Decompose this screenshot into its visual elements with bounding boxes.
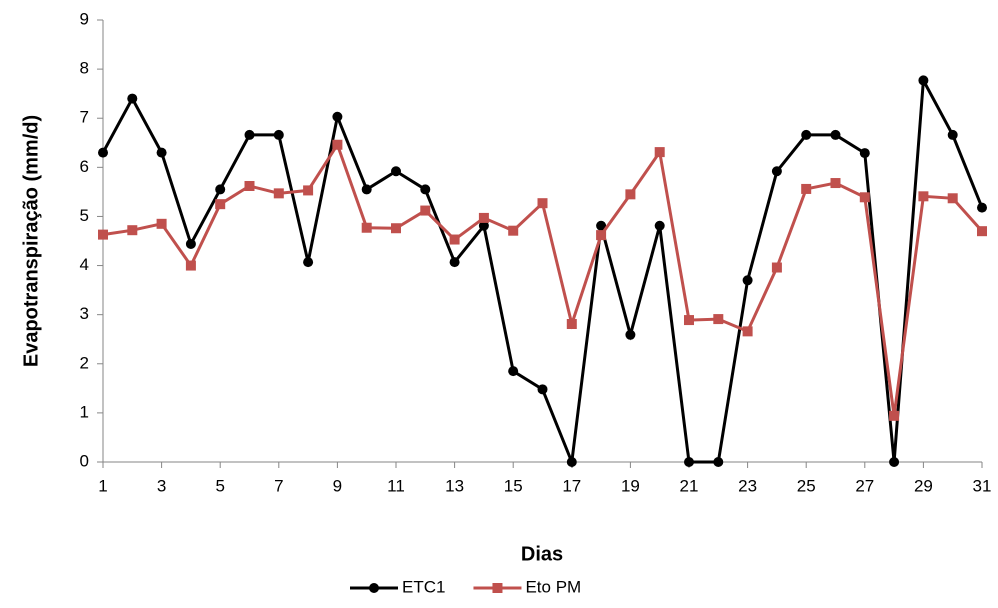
- marker: [303, 257, 314, 268]
- marker: [537, 384, 548, 395]
- legend-label: ETC1: [402, 577, 445, 596]
- legend-label: Eto PM: [525, 577, 581, 596]
- marker: [859, 192, 870, 203]
- marker: [98, 147, 108, 158]
- marker: [478, 212, 489, 223]
- series-line: [101, 75, 984, 468]
- marker: [478, 220, 489, 231]
- x-tick-label: 27: [855, 476, 874, 495]
- marker: [977, 202, 987, 213]
- marker: [449, 234, 460, 245]
- marker: [947, 193, 958, 204]
- marker: [303, 185, 314, 196]
- y-tick-label: 5: [80, 206, 89, 225]
- marker: [830, 129, 841, 140]
- y-tick-label: 2: [80, 353, 89, 372]
- x-tick-label: 15: [504, 476, 523, 495]
- marker: [127, 225, 138, 236]
- y-tick-label: 8: [80, 59, 89, 78]
- marker: [801, 183, 812, 194]
- x-tick-label: 13: [445, 476, 464, 495]
- marker: [947, 129, 958, 140]
- legend-marker: [369, 583, 379, 593]
- marker: [742, 326, 753, 337]
- marker: [420, 184, 431, 195]
- marker: [215, 184, 226, 195]
- y-axis-label: Evapotranspiração (mm/d): [20, 115, 42, 367]
- marker: [625, 189, 636, 200]
- y-tick-label: 3: [80, 304, 89, 323]
- marker: [713, 457, 724, 467]
- marker: [654, 147, 665, 158]
- marker: [98, 229, 108, 240]
- marker: [361, 184, 372, 195]
- y-tick-label: 0: [80, 451, 89, 470]
- marker: [566, 457, 577, 467]
- marker: [918, 75, 929, 86]
- x-tick-label: 17: [562, 476, 581, 495]
- series-line: [102, 141, 984, 417]
- y-tick-label: 7: [80, 108, 89, 127]
- marker: [215, 199, 226, 210]
- marker: [596, 220, 607, 231]
- marker: [273, 188, 284, 199]
- marker: [889, 410, 900, 421]
- marker: [156, 218, 167, 229]
- y-tick-label: 4: [80, 255, 89, 274]
- x-tick-label: 25: [797, 476, 816, 495]
- x-tick-label: 19: [621, 476, 640, 495]
- marker: [684, 457, 694, 467]
- marker: [771, 262, 782, 273]
- y-tick-label: 9: [80, 9, 89, 28]
- marker: [566, 318, 577, 329]
- marker: [977, 226, 987, 237]
- marker: [332, 139, 343, 150]
- marker: [391, 166, 401, 177]
- x-tick-label: 5: [215, 476, 224, 495]
- marker: [830, 178, 841, 189]
- marker: [244, 180, 255, 191]
- marker: [742, 275, 753, 286]
- marker: [332, 111, 343, 122]
- x-tick-label: 29: [914, 476, 933, 495]
- marker: [185, 238, 196, 249]
- x-tick-label: 9: [333, 476, 342, 495]
- marker: [801, 129, 812, 140]
- x-tick-label: 23: [738, 476, 757, 495]
- marker: [156, 147, 167, 158]
- legend-marker: [492, 583, 503, 593]
- marker: [771, 166, 782, 177]
- marker: [273, 129, 284, 140]
- x-axis-label: Dias: [521, 543, 563, 565]
- marker: [127, 93, 138, 104]
- marker: [361, 222, 372, 233]
- marker: [449, 257, 460, 268]
- marker: [185, 260, 196, 271]
- marker: [537, 198, 548, 209]
- y-tick-label: 6: [80, 157, 89, 176]
- x-tick-label: 21: [680, 476, 699, 495]
- x-tick-label: 1: [98, 476, 107, 495]
- marker: [420, 205, 431, 216]
- marker: [625, 329, 636, 340]
- marker: [244, 129, 255, 140]
- marker: [654, 220, 665, 231]
- marker: [508, 225, 519, 236]
- x-tick-label: 3: [157, 476, 166, 495]
- x-tick-label: 31: [973, 476, 992, 495]
- marker: [596, 230, 607, 241]
- y-tick-label: 1: [80, 402, 89, 421]
- marker: [889, 457, 900, 467]
- x-tick-label: 7: [274, 476, 283, 495]
- marker: [391, 223, 401, 234]
- marker: [859, 148, 870, 159]
- marker: [918, 191, 929, 202]
- marker: [508, 366, 519, 377]
- marker: [684, 315, 694, 326]
- x-tick-label: 11: [387, 476, 405, 495]
- marker: [713, 314, 724, 325]
